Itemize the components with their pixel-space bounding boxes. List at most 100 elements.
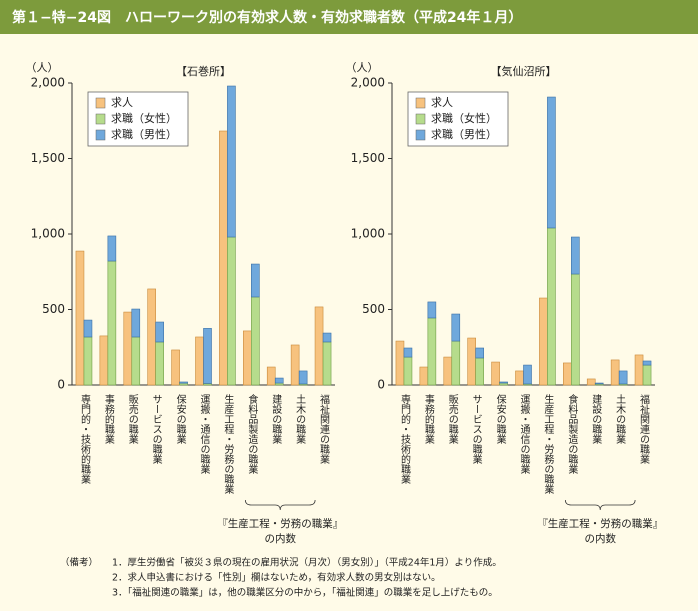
bar-job-seekers <box>571 236 580 275</box>
legend-swatch <box>95 97 106 109</box>
note: 2．求人申込書における「性別」欄はないため，有効求人数の男女別はない。 <box>112 572 441 584</box>
bar-job-seekers <box>131 308 141 338</box>
bar-job-offers <box>419 366 429 386</box>
bar-job-offers <box>539 297 548 386</box>
bar-job-seekers <box>227 236 236 386</box>
y-tick-label: 500 <box>42 302 65 316</box>
x-tick-label: 食料品製造の職業 <box>566 393 578 475</box>
x-tick-label: 販売の職業 <box>446 394 458 445</box>
legend-label: 求職（男性） <box>431 127 497 141</box>
bar-job-seekers <box>642 364 652 386</box>
bar-job-seekers <box>107 235 117 262</box>
bar-job-seekers <box>179 381 188 384</box>
y-tick-label: 0 <box>57 378 65 392</box>
annotation: 『生産工程・労務の職業』 <box>537 517 663 530</box>
bar-job-seekers <box>251 296 260 386</box>
bar-job-seekers <box>83 319 93 338</box>
annotation: 『生産工程・労務の職業』 <box>217 517 343 530</box>
header-bar <box>0 0 698 34</box>
annotation: の内数 <box>584 532 616 545</box>
x-tick-label: 生産工程・労務の職業 <box>542 393 554 495</box>
x-tick-label: 専門的・技術的職業 <box>78 394 90 485</box>
x-tick-label: サービスの職業 <box>470 394 482 465</box>
bar-job-seekers <box>155 341 164 386</box>
legend-swatch <box>415 113 426 125</box>
bar-job-seekers <box>155 321 164 343</box>
x-tick-label: 福祉関連の職業 <box>638 393 650 465</box>
bar-job-offers <box>491 361 500 386</box>
bar-job-seekers <box>427 317 437 386</box>
y-tick-label: 2,000 <box>31 76 65 90</box>
x-tick-label: 食料品製造の職業 <box>246 393 258 475</box>
bar-job-seekers <box>227 85 236 238</box>
bar-job-seekers <box>83 336 93 386</box>
bar-job-seekers <box>298 370 308 385</box>
x-tick-label: 運搬・通信の職業 <box>518 394 530 475</box>
bar-job-seekers <box>618 370 628 385</box>
bar-job-offers <box>75 250 85 386</box>
bar-job-offers <box>171 349 180 386</box>
bar-job-offers <box>290 344 300 386</box>
y-tick-label: 0 <box>377 378 385 392</box>
bar-job-seekers <box>403 347 413 358</box>
x-tick-label: 福祉関連の職業 <box>318 393 330 465</box>
legend-swatch <box>415 129 426 141</box>
bar-job-seekers <box>547 96 556 229</box>
y-axis-label: （人） <box>26 61 59 74</box>
bar-job-seekers <box>427 301 437 319</box>
bar-job-seekers <box>131 336 141 386</box>
y-axis-label: （人） <box>346 61 379 74</box>
x-tick-label: 販売の職業 <box>126 394 138 445</box>
notes-label: （備考） <box>60 557 98 569</box>
header-title: 第１−特−24図 ハローワーク別の有効求人数・有効求職者数（平成24年１月） <box>12 9 522 26</box>
y-tick-label: 1,000 <box>31 227 65 241</box>
legend-swatch <box>95 129 106 141</box>
bar-job-offers <box>610 359 620 386</box>
bar-job-seekers <box>523 364 532 385</box>
chart-title: 【石巻所】 <box>176 65 231 78</box>
bar-job-offers <box>634 354 644 386</box>
x-tick-label: 運搬・通信の職業 <box>198 394 210 475</box>
brace <box>564 499 636 511</box>
bar-job-seekers <box>322 332 332 343</box>
bar-job-offers <box>395 340 405 386</box>
bar-job-offers <box>195 336 204 386</box>
legend-label: 求職（男性） <box>111 127 177 141</box>
bar-job-seekers <box>274 377 284 384</box>
bar-job-offers <box>586 378 596 386</box>
bar-job-offers <box>563 362 572 386</box>
bar-job-seekers <box>203 328 212 384</box>
y-tick-label: 1,000 <box>351 227 385 241</box>
bar-job-seekers <box>451 340 461 386</box>
bar-job-offers <box>443 356 453 386</box>
legend-label: 求人 <box>111 96 133 109</box>
y-tick-label: 1,500 <box>351 151 385 165</box>
y-tick-label: 1,500 <box>31 151 65 165</box>
bar-job-offers <box>467 337 476 386</box>
bar-job-seekers <box>571 273 580 386</box>
x-tick-label: 建設の職業 <box>270 393 282 445</box>
x-tick-label: サービスの職業 <box>150 394 162 465</box>
x-tick-label: 保安の職業 <box>174 393 186 445</box>
note: 3．「福祉関連の職業」は，他の職業区分の中から，「福祉関連」の職業を足し上げたも… <box>112 587 498 599</box>
bar-job-seekers <box>107 260 117 386</box>
bar-job-offers <box>243 330 252 386</box>
bar-job-seekers <box>475 357 484 386</box>
bar-job-seekers <box>499 381 508 384</box>
bar-job-seekers <box>251 263 260 298</box>
y-tick-label: 2,000 <box>351 76 385 90</box>
note: 1．厚生労働省「被災３県の現在の雇用状況（月次）（男女別）」（平成24年1月）よ… <box>112 557 502 569</box>
bar-job-seekers <box>403 356 413 386</box>
legend-swatch <box>415 97 426 109</box>
chart-title: 【気仙沼所】 <box>491 64 557 78</box>
x-tick-label: 建設の職業 <box>590 393 602 445</box>
x-tick-label: 保安の職業 <box>494 393 506 445</box>
x-tick-label: 事務的職業 <box>422 393 434 445</box>
x-tick-label: 生産工程・労務の職業 <box>222 393 234 495</box>
y-tick-label: 500 <box>362 302 385 316</box>
legend-label: 求人 <box>431 96 453 109</box>
bar-job-offers <box>147 288 156 386</box>
bar-job-offers <box>314 306 324 386</box>
